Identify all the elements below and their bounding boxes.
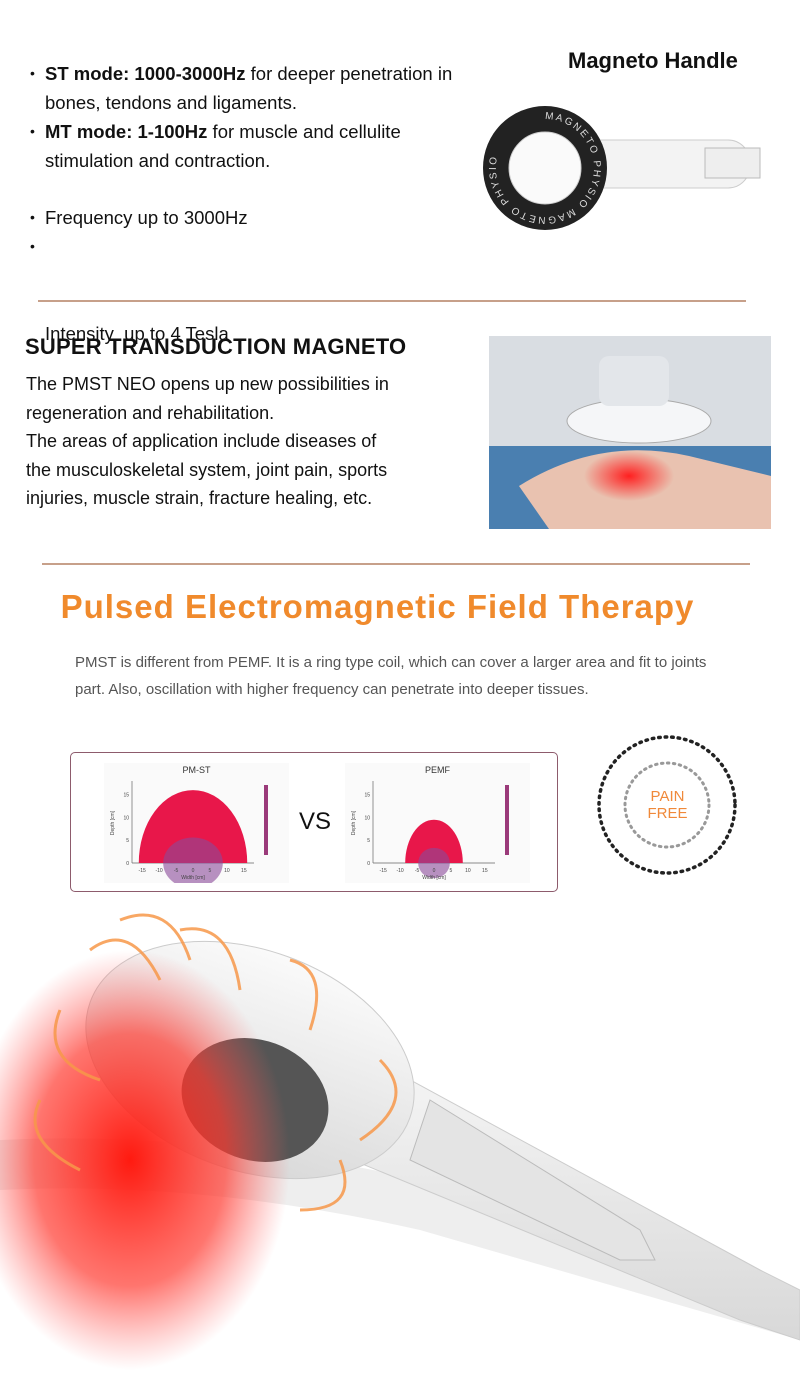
divider [38, 300, 746, 302]
color-scale [264, 785, 268, 855]
chart-pemf: PEMF -15 -10 -5 0 5 10 15 0 5 10 15 Width [cm] Depth… [345, 763, 530, 883]
y-tick-label: 10 [123, 815, 129, 821]
transduction-description: The PMST NEO opens up new possibilities … [26, 374, 389, 508]
y-tick-label: 10 [364, 815, 370, 821]
x-tick-label: 5 [209, 868, 212, 874]
chart-pmst: PM-ST -15 -10 -5 0 5 10 15 0 5 10 15 Width [cm] Dept… [104, 763, 289, 889]
x-tick-label: 15 [241, 868, 247, 874]
x-tick-label: 10 [224, 868, 230, 874]
x-tick-label: -15 [139, 868, 146, 874]
y-tick-label: 15 [123, 793, 129, 799]
pemf-description: PMST is different from PEMF. It is a rin… [75, 654, 707, 698]
y-tick-label: 5 [126, 838, 129, 844]
feature-st-mode: • ST mode: 1000-3000Hz for deeper penetr… [30, 63, 453, 113]
x-tick-label: -10 [155, 868, 162, 874]
handle-title: Magneto Handle [568, 48, 738, 73]
pain-free-badge: PAIN FREE [647, 788, 688, 822]
x-tick-label: -5 [415, 868, 420, 874]
x-tick-label: 5 [450, 868, 453, 874]
chart-pemf-plot: -15 -10 -5 0 5 10 15 0 5 10 15 Width [cm] Depth [cm] [351, 781, 509, 881]
field-region [138, 790, 248, 863]
y-tick-label: 0 [367, 861, 370, 867]
x-axis-label: Width [cm] [181, 875, 205, 881]
device-illustration [0, 913, 800, 1370]
y-tick-label: 5 [367, 838, 370, 844]
x-axis-label: Width [cm] [422, 875, 446, 881]
y-axis-label: Depth [cm] [351, 810, 357, 835]
pain-free-badge-rings [597, 735, 737, 875]
x-tick-label: 0 [192, 868, 195, 874]
comparison-box: PM-ST -15 -10 -5 0 5 10 15 0 5 10 15 Width [cm] Dept… [70, 752, 558, 892]
field-core [418, 847, 450, 879]
field-region [405, 819, 463, 863]
x-tick-label: 10 [465, 868, 471, 874]
feature-frequency: • Frequency up to 3000Hz [30, 207, 248, 228]
divider [42, 563, 750, 565]
vs-label: VS [299, 808, 332, 835]
y-axis-label: Depth [cm] [110, 810, 116, 835]
field-core [163, 837, 223, 889]
color-scale [505, 785, 509, 855]
feature-mt-mode: • MT mode: 1-100Hz for muscle and cellul… [30, 121, 401, 171]
x-tick-label: -5 [174, 868, 179, 874]
y-tick-label: 0 [126, 861, 129, 867]
x-tick-label: 0 [433, 868, 436, 874]
y-tick-label: 15 [364, 793, 370, 799]
x-tick-label: -10 [396, 868, 403, 874]
feature-intensity: • Intensity up to 4 Tesla [30, 238, 229, 344]
treatment-photo [489, 336, 771, 529]
chart-pmst-plot: -15 -10 -5 0 5 10 15 0 5 10 15 Width [cm] Depth [cm] [110, 781, 268, 889]
x-tick-label: 15 [482, 868, 488, 874]
x-tick-label: -15 [380, 868, 387, 874]
pemf-title: Pulsed Electromagnetic Field Therapy [60, 588, 695, 625]
magneto-handle-image: MAGNETO PHYSIO MAGNETO PHYSIO [483, 106, 761, 230]
transduction-title: SUPER TRANSDUCTION MAGNETO [25, 334, 407, 359]
